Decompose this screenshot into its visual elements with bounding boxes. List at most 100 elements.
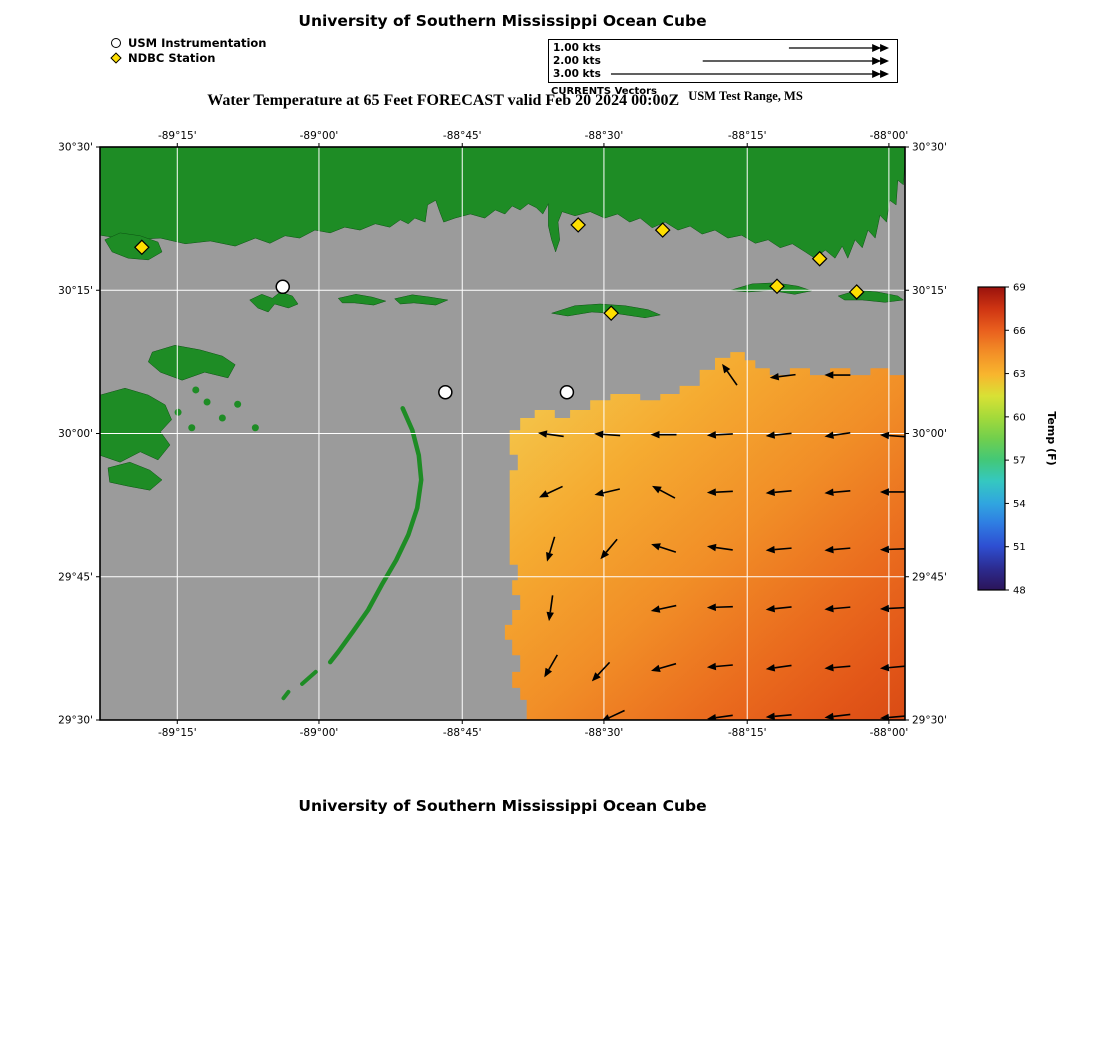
current-vector-arrow	[591, 661, 611, 682]
usm-station-marker	[438, 384, 453, 400]
current-vector-arrow	[824, 431, 851, 439]
currents-legend-row-3: 3.00 kts	[553, 68, 893, 80]
currents-vector-legend: 1.00 kts 2.00 kts 3.00 kts	[548, 39, 898, 83]
marsh-island	[188, 424, 196, 432]
legend-item-usm-instrumentation: USM Instrumentation	[111, 35, 267, 50]
current-vector-arrow	[706, 488, 733, 496]
x-tick-label-bottom: -88°45'	[443, 727, 482, 739]
legend-label-ndbc: NDBC Station	[128, 50, 216, 65]
current-vector-arrow	[765, 431, 792, 439]
current-vector-arrow	[602, 709, 625, 720]
y-tick-label-right: 30°30'	[912, 142, 947, 154]
y-tick-label-left: 30°00'	[58, 428, 93, 440]
legend-arrow-head	[872, 44, 882, 52]
currents-legend-label-3: 3.00 kts	[553, 68, 601, 80]
current-vector-arrow	[539, 485, 563, 498]
marsh-island	[234, 400, 242, 408]
x-tick-label-top: -89°15'	[158, 130, 197, 142]
current-vector-arrow	[879, 545, 905, 554]
x-tick-label-top: -89°00'	[300, 130, 339, 142]
current-vector-arrow	[879, 604, 905, 613]
colorbar-tick-label: 66	[1013, 326, 1026, 337]
ndbc-station-marker	[603, 305, 620, 322]
colorbar-axis-label: Temp (F)	[1045, 411, 1058, 465]
map-title-annotation: USM Test Range, MS	[688, 89, 803, 103]
current-vector-arrow	[537, 430, 564, 438]
legend-arrow-head	[880, 70, 890, 78]
land-polygon	[730, 282, 813, 295]
current-vector-arrow	[824, 488, 851, 497]
map-title: Water Temperature at 65 Feet FORECAST va…	[0, 89, 1010, 110]
colorbar-tick-label: 69	[1013, 283, 1026, 294]
current-vector-arrow	[706, 662, 733, 671]
current-vector-arrow	[879, 713, 905, 720]
ndbc-station-marker	[811, 250, 828, 267]
current-vector-arrow	[650, 604, 677, 613]
current-vector-arrow	[722, 363, 738, 386]
figure-title-bottom: University of Southern Mississippi Ocean…	[298, 797, 707, 815]
current-vector-arrow	[600, 538, 618, 560]
legend-arrow-head	[872, 70, 882, 78]
barrier-island-fragment	[300, 669, 318, 686]
current-vector-arrow	[824, 371, 851, 379]
colorbar-tick-label: 51	[1013, 542, 1026, 553]
legend-arrow-head	[880, 44, 890, 52]
figure-title-top: University of Southern Mississippi Ocean…	[298, 12, 707, 30]
map-title-text: Water Temperature at 65 Feet FORECAST va…	[207, 92, 680, 109]
currents-legend-arrow-2kt-icon	[702, 57, 890, 65]
marker-legend: USM Instrumentation NDBC Station	[110, 35, 267, 65]
current-vector-arrow	[706, 543, 733, 552]
x-tick-label-top: -88°15'	[728, 130, 767, 142]
usm-station-marker	[275, 279, 290, 295]
x-tick-label-bottom: -88°00'	[870, 727, 909, 739]
current-vector-arrow	[765, 664, 792, 672]
ndbc-station-marker	[134, 239, 150, 256]
land-polygon	[148, 345, 236, 381]
usm-instrumentation-marker-icon	[111, 37, 121, 48]
colorbar-tick-label: 54	[1013, 499, 1026, 510]
currents-legend-row-1: 1.00 kts	[553, 42, 893, 54]
land-polygon	[100, 387, 172, 463]
marsh-island	[218, 414, 226, 422]
barrier-island-fragment	[281, 689, 291, 701]
x-tick-label-bottom: -88°30'	[585, 727, 624, 739]
mainland-coast	[100, 147, 905, 259]
current-vector-arrow	[546, 595, 554, 622]
current-vector-arrow	[765, 604, 792, 613]
current-vector-arrow	[765, 488, 792, 497]
y-tick-label-right: 29°30'	[912, 715, 947, 727]
currents-legend-arrow-3kt-icon	[610, 70, 890, 78]
colorbar: 48 51 54 57 60 63 66 69 Temp (F)	[977, 283, 1058, 597]
current-vector-arrow	[824, 663, 851, 672]
currents-legend-label-1: 1.00 kts	[553, 42, 601, 54]
current-vector-arrow	[706, 713, 733, 720]
current-vector-arrow	[706, 431, 733, 439]
y-tick-label-left: 30°30'	[58, 142, 93, 154]
currents-legend-arrow-1kt-icon	[788, 44, 890, 52]
x-tick-label-top: -88°30'	[585, 130, 624, 142]
current-vector-arrow	[879, 663, 905, 672]
marsh-island	[251, 424, 259, 432]
y-tick-label-right: 30°00'	[912, 428, 947, 440]
ndbc-station-marker	[570, 217, 587, 233]
current-vector-arrow	[544, 654, 558, 678]
currents-legend-label-2: 2.00 kts	[553, 55, 601, 67]
currents-legend-caption: CURRENTS Vectors	[551, 85, 658, 97]
colorbar-tick-label: 63	[1013, 369, 1026, 380]
legend-arrow-head	[880, 57, 890, 65]
y-tick-label-left: 29°30'	[58, 715, 93, 727]
current-vector-arrow	[651, 543, 677, 553]
current-vector-arrow	[824, 712, 851, 720]
usm-station-marker	[559, 384, 575, 400]
current-vector-arrow	[824, 545, 851, 554]
map-content	[100, 147, 905, 720]
current-vector-arrow	[765, 545, 792, 554]
current-vector-arrow	[706, 603, 733, 612]
y-tick-label-right: 30°15'	[912, 285, 947, 297]
current-vector-arrow	[879, 431, 905, 440]
current-vector-arrow	[650, 430, 677, 439]
barrier-island-chain	[327, 406, 424, 665]
current-vector-arrow	[594, 430, 621, 439]
colorbar-tick-label: 48	[1013, 586, 1026, 597]
